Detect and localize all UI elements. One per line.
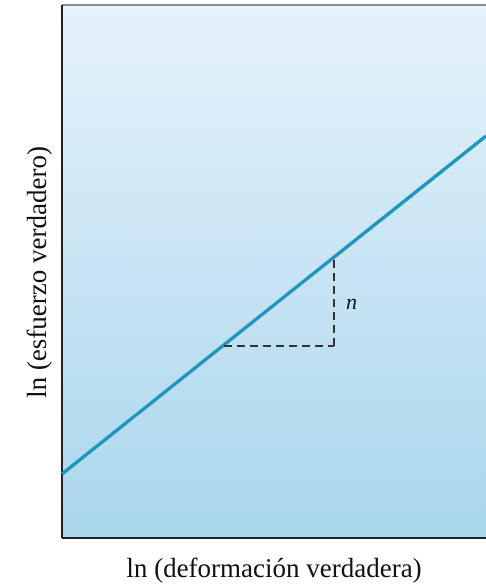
y-axis-label: ln (esfuerzo verdadero)	[22, 146, 52, 398]
fit-line	[60, 134, 486, 476]
plot-area	[62, 5, 486, 538]
x-axis-label: ln (deformación verdadera)	[126, 553, 421, 583]
slope-label: n	[346, 289, 357, 314]
